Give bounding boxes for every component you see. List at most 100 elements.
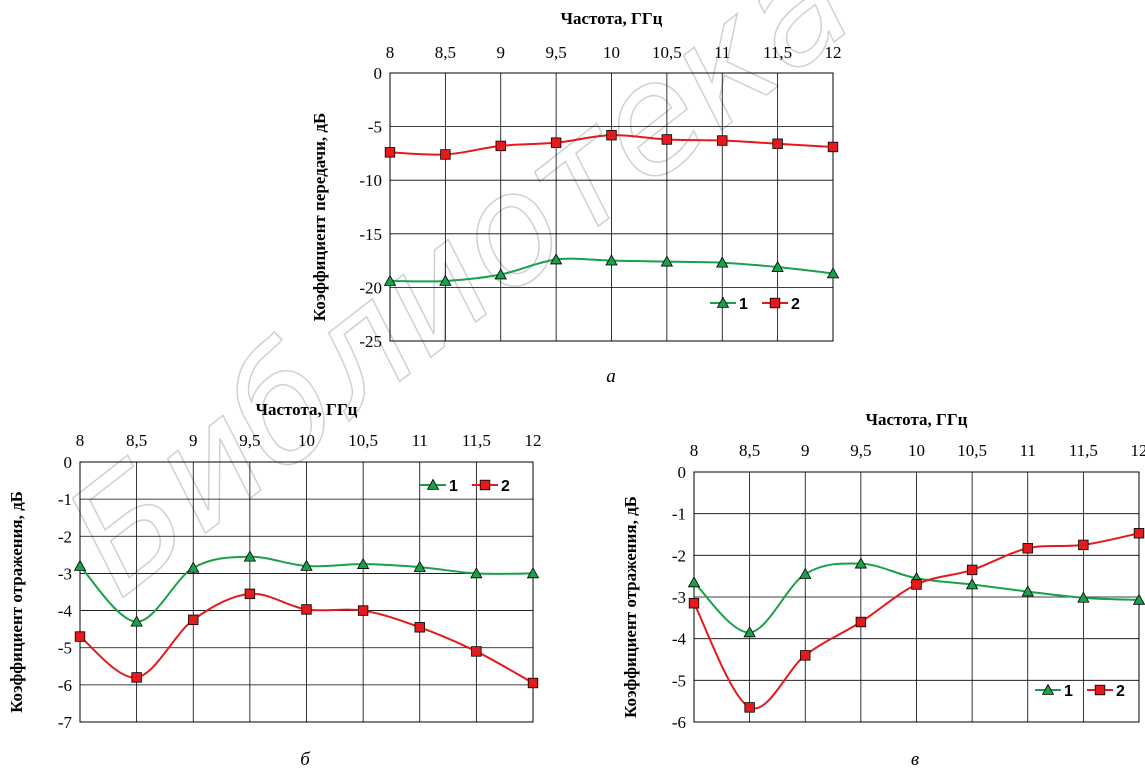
x-tick-label: 10 [298,431,315,450]
x-tick-label: 11 [412,431,428,450]
series-2-point [606,129,617,141]
series-1-point [1132,593,1145,605]
y-tick-label: -20 [359,278,382,297]
x-tick-label: 8 [386,43,395,62]
x-tick-label: 12 [825,43,842,62]
series-2-point [744,702,755,713]
x-tick-label: 8 [76,431,85,450]
legend-1-marker [1041,683,1055,695]
x-tick-label: 12 [525,431,542,450]
series-2-point [827,141,839,153]
series-2-point [188,614,199,626]
series-2-point [1133,528,1145,539]
y-tick-label: 0 [678,463,687,482]
x-tick-label: 10,5 [348,431,378,450]
y-tick-label: -5 [672,671,686,690]
legend-1-marker [426,478,440,490]
x-tick-label: 9,5 [850,441,871,460]
y-tick-label: -5 [58,639,72,658]
x-tick-label: 11 [714,43,730,62]
chart-1: 8 8,5 9 9,5 10 10,5 11 11,5 120-5-10-15-20-25Час… [310,9,842,387]
series-2-point [74,631,86,642]
y-tick-label: -3 [672,588,686,607]
series-2-point [131,672,142,683]
y-tick-label: -10 [359,171,382,190]
plot-area-frame [79,461,534,723]
plot-area-frame [389,72,834,342]
series-1-point [660,255,674,267]
watermark-text: Библиотека [35,0,883,628]
legend-2-marker [769,297,781,309]
series-1-point [383,274,397,286]
x-tick-label: 12 [1131,441,1145,460]
y-tick-label: -4 [58,602,73,621]
series-1-point [73,559,87,571]
series-2-point [772,138,783,149]
x-tick-label: 9 [497,43,506,62]
series-1-point [771,260,784,272]
y-tick-label: -4 [672,630,687,649]
x-tick-label: 9,5 [546,43,567,62]
series-2-point [800,650,811,661]
legend-2-marker [479,479,491,491]
series-2-point [527,677,539,689]
series-2-point [550,137,562,148]
series-1-point [854,557,868,569]
x-tick-label: 9,5 [239,431,260,450]
y-tick-label: -25 [359,332,382,351]
x-axis-title: Частота, ГГц [561,9,663,28]
series-2-point [966,564,978,576]
series-1-point [413,560,426,572]
y-axis-title: Коэффициент отражения, дБ [7,491,26,713]
series-1-point [494,268,507,280]
legend-1-label: 1 [449,478,458,495]
y-tick-label: -1 [672,505,686,524]
legend-2-label: 2 [791,296,800,313]
series-1-point [743,626,756,638]
x-tick-label: 11,5 [763,43,792,62]
x-tick-label: 8,5 [739,441,760,460]
series-1-point [826,267,840,279]
y-tick-label: -3 [58,564,72,583]
legend-1-label: 1 [739,296,748,313]
legend-1-label: 1 [1064,683,1073,700]
series-2-point [688,598,700,609]
legend-2-label: 2 [1116,683,1125,700]
x-tick-label: 11,5 [1069,441,1098,460]
series-2-point [717,135,728,146]
y-tick-label: -5 [368,118,382,137]
series-2-point [414,622,425,633]
series-1-point [605,254,618,266]
series-1-point [300,559,313,571]
x-tick-label: 11 [1020,441,1036,460]
series-2-point [661,134,673,145]
chart-2: 8 8,5 9 9,5 10 10,5 11 11,5 120-1-2-3-4-5-6-7Час… [7,400,542,770]
series-2-point [855,616,867,628]
x-tick-label: 10 [908,441,925,460]
series-1-point [799,567,812,579]
series-1-point [1021,585,1034,597]
x-axis-title: Частота, ГГц [256,400,358,419]
legend-1-marker [716,296,730,308]
series-2-point [384,147,396,158]
series-2-point [440,149,451,160]
series-2-point [1078,539,1089,551]
x-tick-label: 11,5 [462,431,491,450]
series-2-point [301,604,312,615]
series-1-line [693,562,1140,634]
chart-caption: а [606,366,616,387]
series-1-point [687,576,701,588]
y-tick-label: 0 [64,453,73,472]
y-tick-label: -1 [58,490,72,509]
x-tick-label: 10 [603,43,620,62]
chart-caption: в [911,749,919,770]
series-2-point [244,588,256,600]
x-tick-label: 8 [690,441,699,460]
x-tick-label: 10,5 [652,43,682,62]
series-2-point [357,605,369,616]
series-1-line [79,555,534,623]
